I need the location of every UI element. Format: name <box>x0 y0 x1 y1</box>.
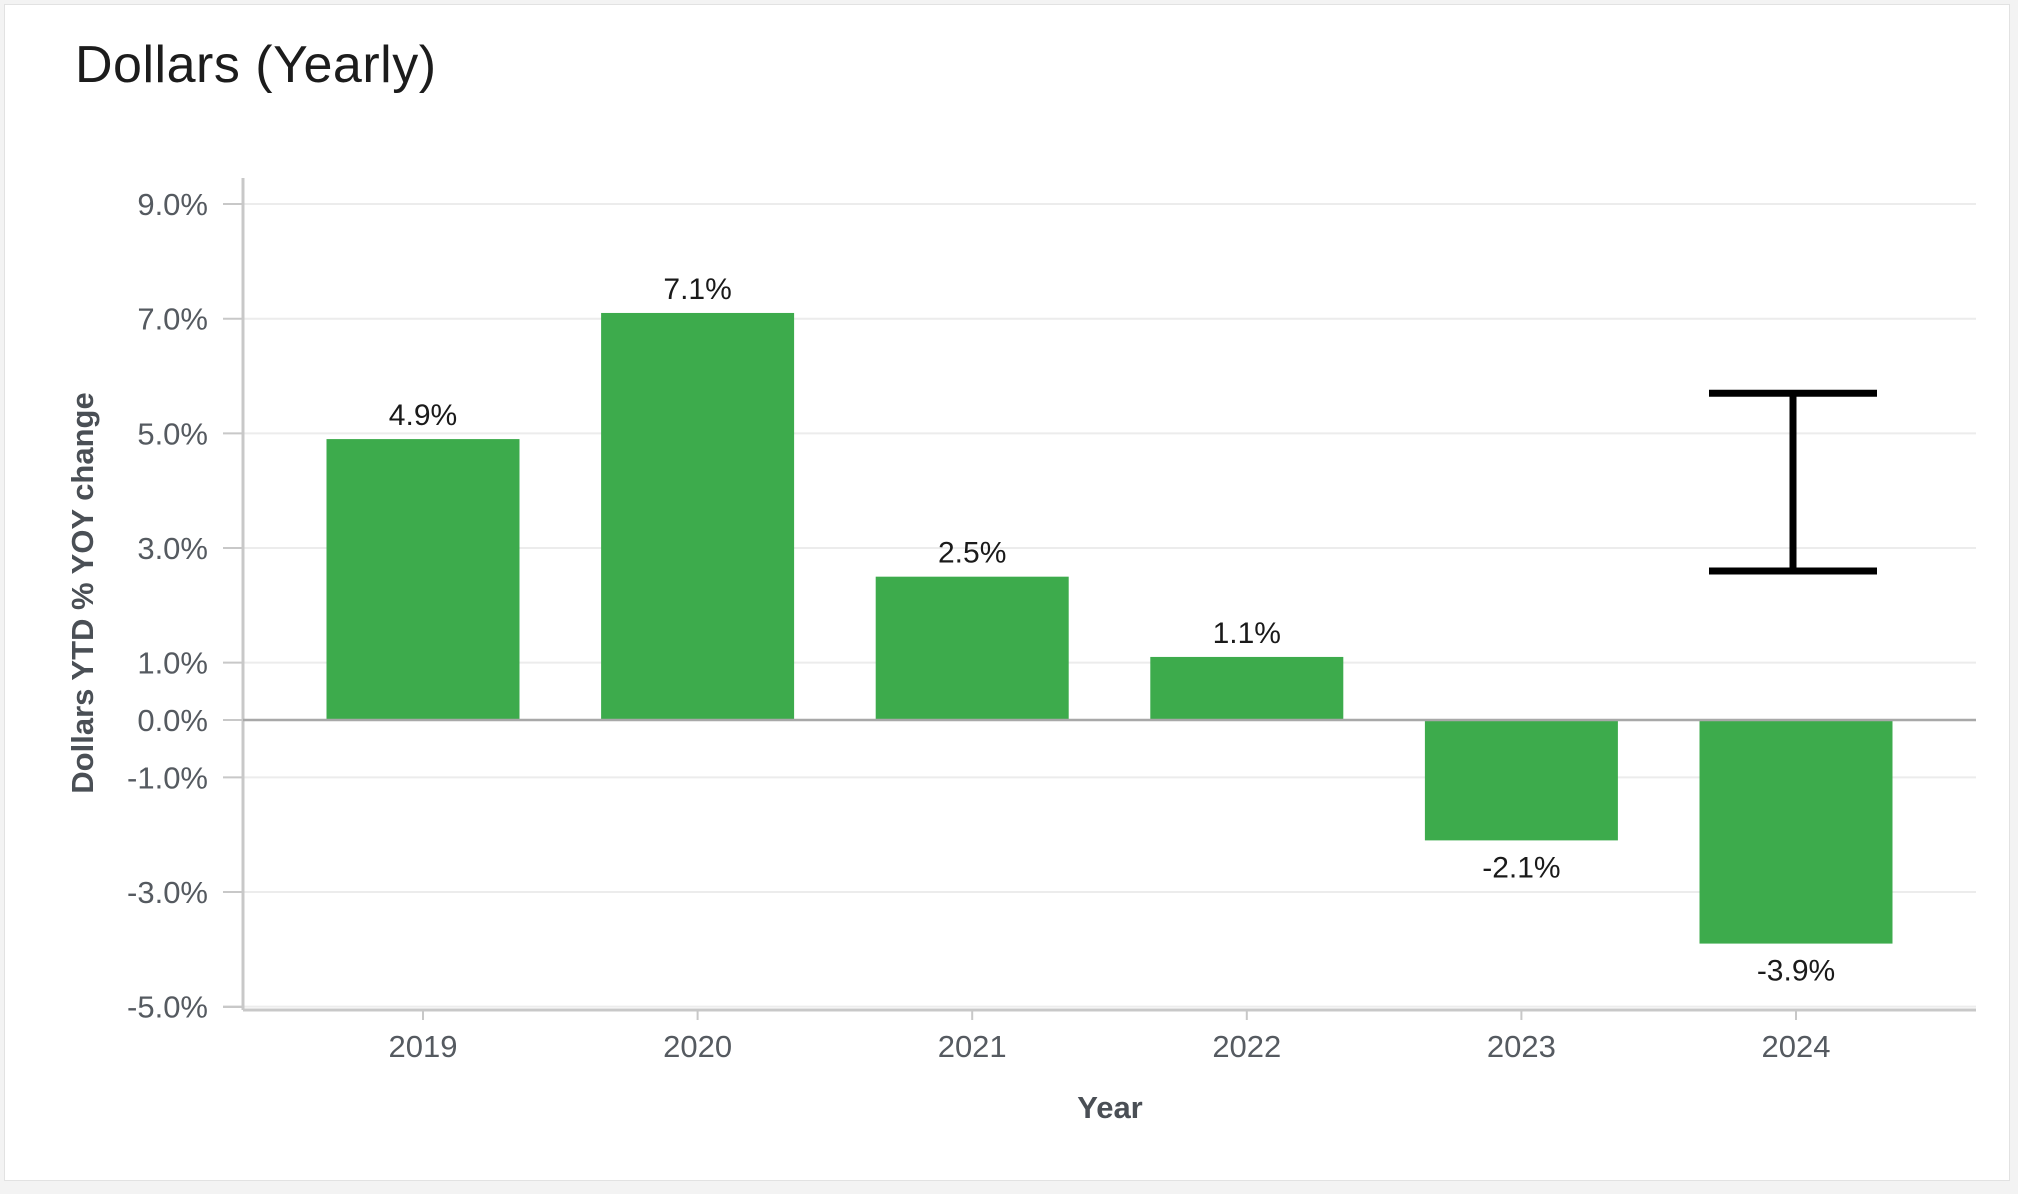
chart-title: Dollars (Yearly) <box>75 36 437 94</box>
bars <box>326 312 1893 944</box>
y-axis-title: Dollars YTD % YOY change <box>65 392 100 793</box>
error-bar-2024 <box>1709 389 1877 575</box>
bar-2024 <box>1699 720 1893 944</box>
y-tick-label: 3.0% <box>137 531 208 566</box>
axes <box>223 178 1976 1020</box>
x-tick-label-2024: 2024 <box>1762 1029 1831 1064</box>
bar-2022 <box>1150 656 1344 720</box>
y-tick-label: -5.0% <box>127 990 208 1025</box>
y-tick-label: 0.0% <box>137 703 208 738</box>
labels: 9.0% 7.0% 5.0% 3.0% 1.0% 0.0% -1.0% -3.0% -5.0% 4… <box>127 187 1835 1064</box>
data-label-2022: 1.1% <box>1213 617 1281 650</box>
y-tick-label: 1.0% <box>137 646 208 681</box>
data-label-2019: 4.9% <box>389 399 457 432</box>
data-label-2023: -2.1% <box>1482 851 1560 884</box>
bar-2019 <box>326 439 520 720</box>
x-tick-label-2019: 2019 <box>389 1029 458 1064</box>
gridlines <box>243 203 1976 1008</box>
bar-2023 <box>1424 720 1618 841</box>
y-tick-label: -1.0% <box>127 760 208 795</box>
bar-2020 <box>601 312 795 720</box>
x-tick-label-2022: 2022 <box>1212 1029 1281 1064</box>
x-tick-label-2021: 2021 <box>938 1029 1007 1064</box>
data-label-2024: -3.9% <box>1757 955 1835 988</box>
bar-2021 <box>875 576 1069 720</box>
y-tick-label: -3.0% <box>127 875 208 910</box>
y-tick-label: 7.0% <box>137 302 208 337</box>
x-tick-label-2023: 2023 <box>1487 1029 1556 1064</box>
x-axis-title: Year <box>1077 1090 1143 1125</box>
data-label-2021: 2.5% <box>938 537 1006 570</box>
data-label-2020: 7.1% <box>663 273 731 306</box>
y-tick-label: 5.0% <box>137 416 208 451</box>
y-tick-label: 9.0% <box>137 187 208 222</box>
x-tick-label-2020: 2020 <box>663 1029 732 1064</box>
